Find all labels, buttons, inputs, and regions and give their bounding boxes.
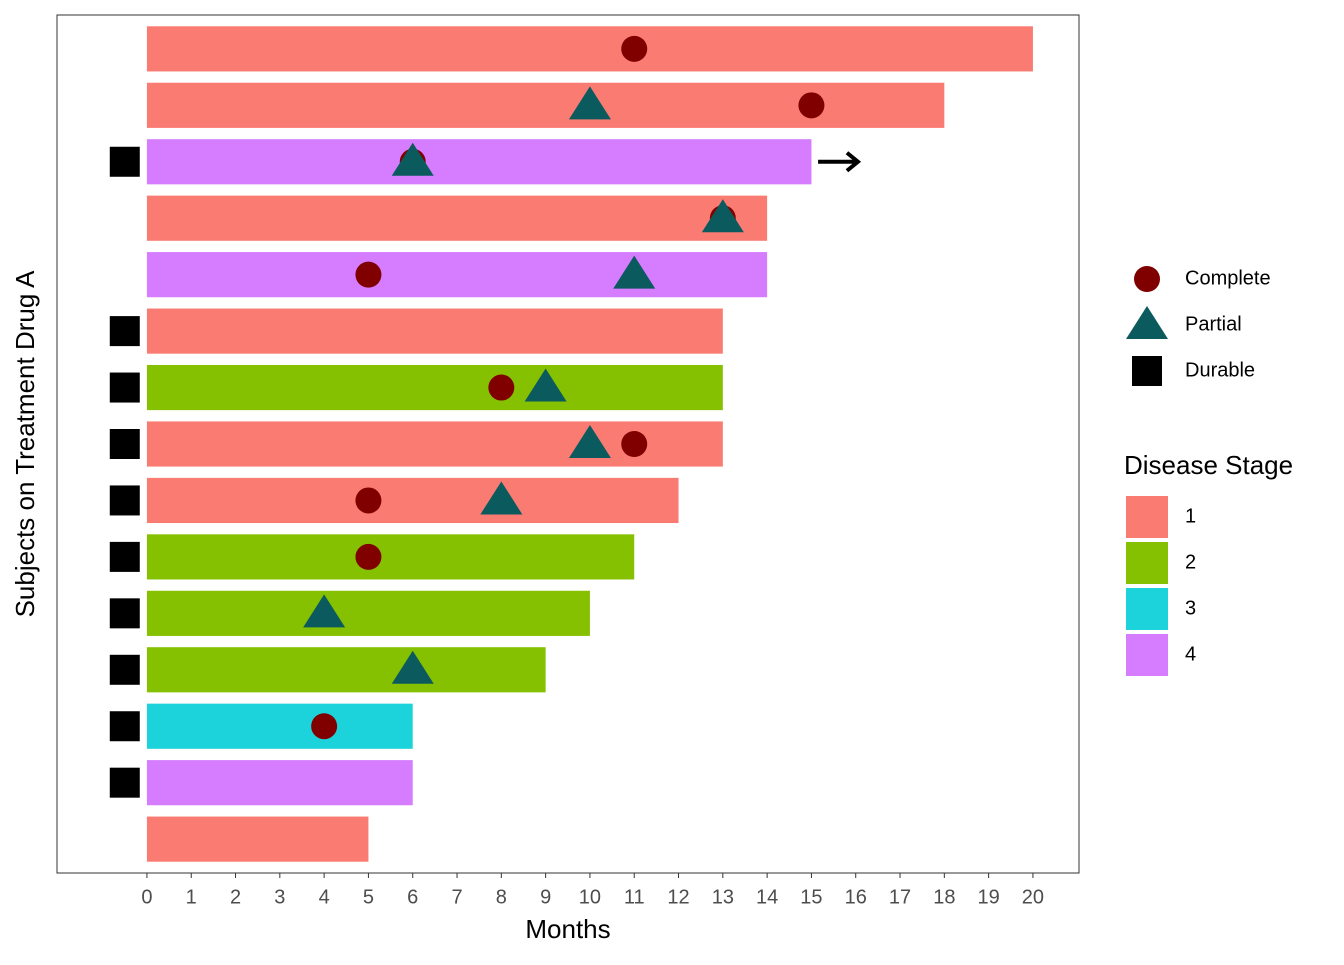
legend-swatch	[1126, 634, 1168, 676]
x-tick-label: 8	[496, 886, 507, 908]
marker-circle	[355, 261, 382, 288]
marker-square	[109, 598, 140, 629]
marker-triangle	[568, 86, 611, 120]
marker-circle	[355, 487, 382, 514]
bar	[146, 26, 1033, 72]
bar	[146, 703, 413, 749]
legend-label: 1	[1185, 505, 1196, 527]
marker-triangle	[701, 199, 744, 233]
x-tick-label: 18	[933, 886, 955, 908]
x-tick-label: 2	[230, 886, 241, 908]
x-tick-label: 6	[407, 886, 418, 908]
legend-label: 2	[1185, 551, 1196, 573]
x-tick-label: 3	[274, 886, 285, 908]
panel-border	[56, 14, 1080, 874]
marker-triangle	[480, 481, 523, 515]
x-tick-label: 12	[667, 886, 689, 908]
marker-circle	[621, 431, 648, 457]
legend-key	[1132, 356, 1162, 386]
bar	[146, 252, 768, 298]
marker-square	[109, 711, 140, 742]
legend-swatch	[1126, 588, 1168, 630]
marker-square	[109, 372, 140, 403]
x-tick-label: 19	[978, 886, 1000, 908]
x-tick-label: 17	[889, 886, 911, 908]
legend-key	[1126, 306, 1168, 339]
bar	[146, 195, 768, 241]
legend-label: Durable	[1185, 359, 1255, 381]
x-tick-label: 0	[141, 886, 152, 908]
x-tick-label: 14	[756, 886, 778, 908]
bar	[146, 82, 945, 128]
marker-triangle	[391, 142, 434, 176]
bar	[146, 534, 635, 580]
marker-triangle	[303, 594, 346, 628]
bar	[146, 590, 590, 636]
marker-triangle	[524, 368, 567, 402]
x-axis-label: Months	[525, 914, 610, 944]
marker-triangle	[391, 650, 434, 684]
bar	[146, 816, 369, 862]
marker-triangle	[568, 425, 611, 458]
x-tick-label: 11	[624, 886, 645, 908]
legend-title: Disease Stage	[1124, 450, 1293, 480]
marker-square	[109, 767, 140, 798]
legend-key	[1134, 266, 1160, 292]
marker-square	[109, 429, 140, 459]
arrow	[818, 151, 862, 173]
x-tick-label: 10	[579, 886, 601, 908]
marker-circle	[621, 35, 648, 62]
bar	[146, 308, 723, 354]
marker-circle	[798, 92, 825, 119]
legend-swatch	[1126, 496, 1168, 538]
bar	[146, 139, 812, 185]
x-tick-label: 7	[451, 886, 462, 908]
x-tick-label: 16	[845, 886, 867, 908]
marker-square	[109, 541, 140, 572]
marker-square	[109, 316, 140, 347]
marker-circle	[311, 713, 338, 740]
marker-circle	[355, 543, 382, 570]
x-tick-label: 15	[800, 886, 822, 908]
marker-square	[109, 654, 140, 685]
x-tick-label: 13	[712, 886, 734, 908]
legend-label: Partial	[1185, 313, 1242, 335]
x-tick-label: 4	[319, 886, 330, 908]
x-tick-label: 5	[363, 886, 374, 908]
marker-square	[109, 146, 140, 177]
bar	[146, 477, 679, 524]
bar	[146, 364, 723, 411]
legend-label: Complete	[1185, 267, 1271, 289]
bar	[146, 647, 546, 693]
marker-triangle	[613, 255, 656, 289]
x-tick-label: 9	[540, 886, 551, 908]
x-tick-label: 1	[186, 886, 197, 908]
legend-label: 3	[1185, 597, 1196, 619]
x-tick-label: 20	[1022, 886, 1044, 908]
legend-swatch	[1126, 542, 1168, 584]
marker-square	[109, 485, 140, 516]
marker-circle	[488, 374, 515, 401]
bar	[146, 760, 413, 806]
legend-label: 4	[1185, 643, 1196, 665]
y-axis-label: Subjects on Treatment Drug A	[10, 270, 40, 618]
